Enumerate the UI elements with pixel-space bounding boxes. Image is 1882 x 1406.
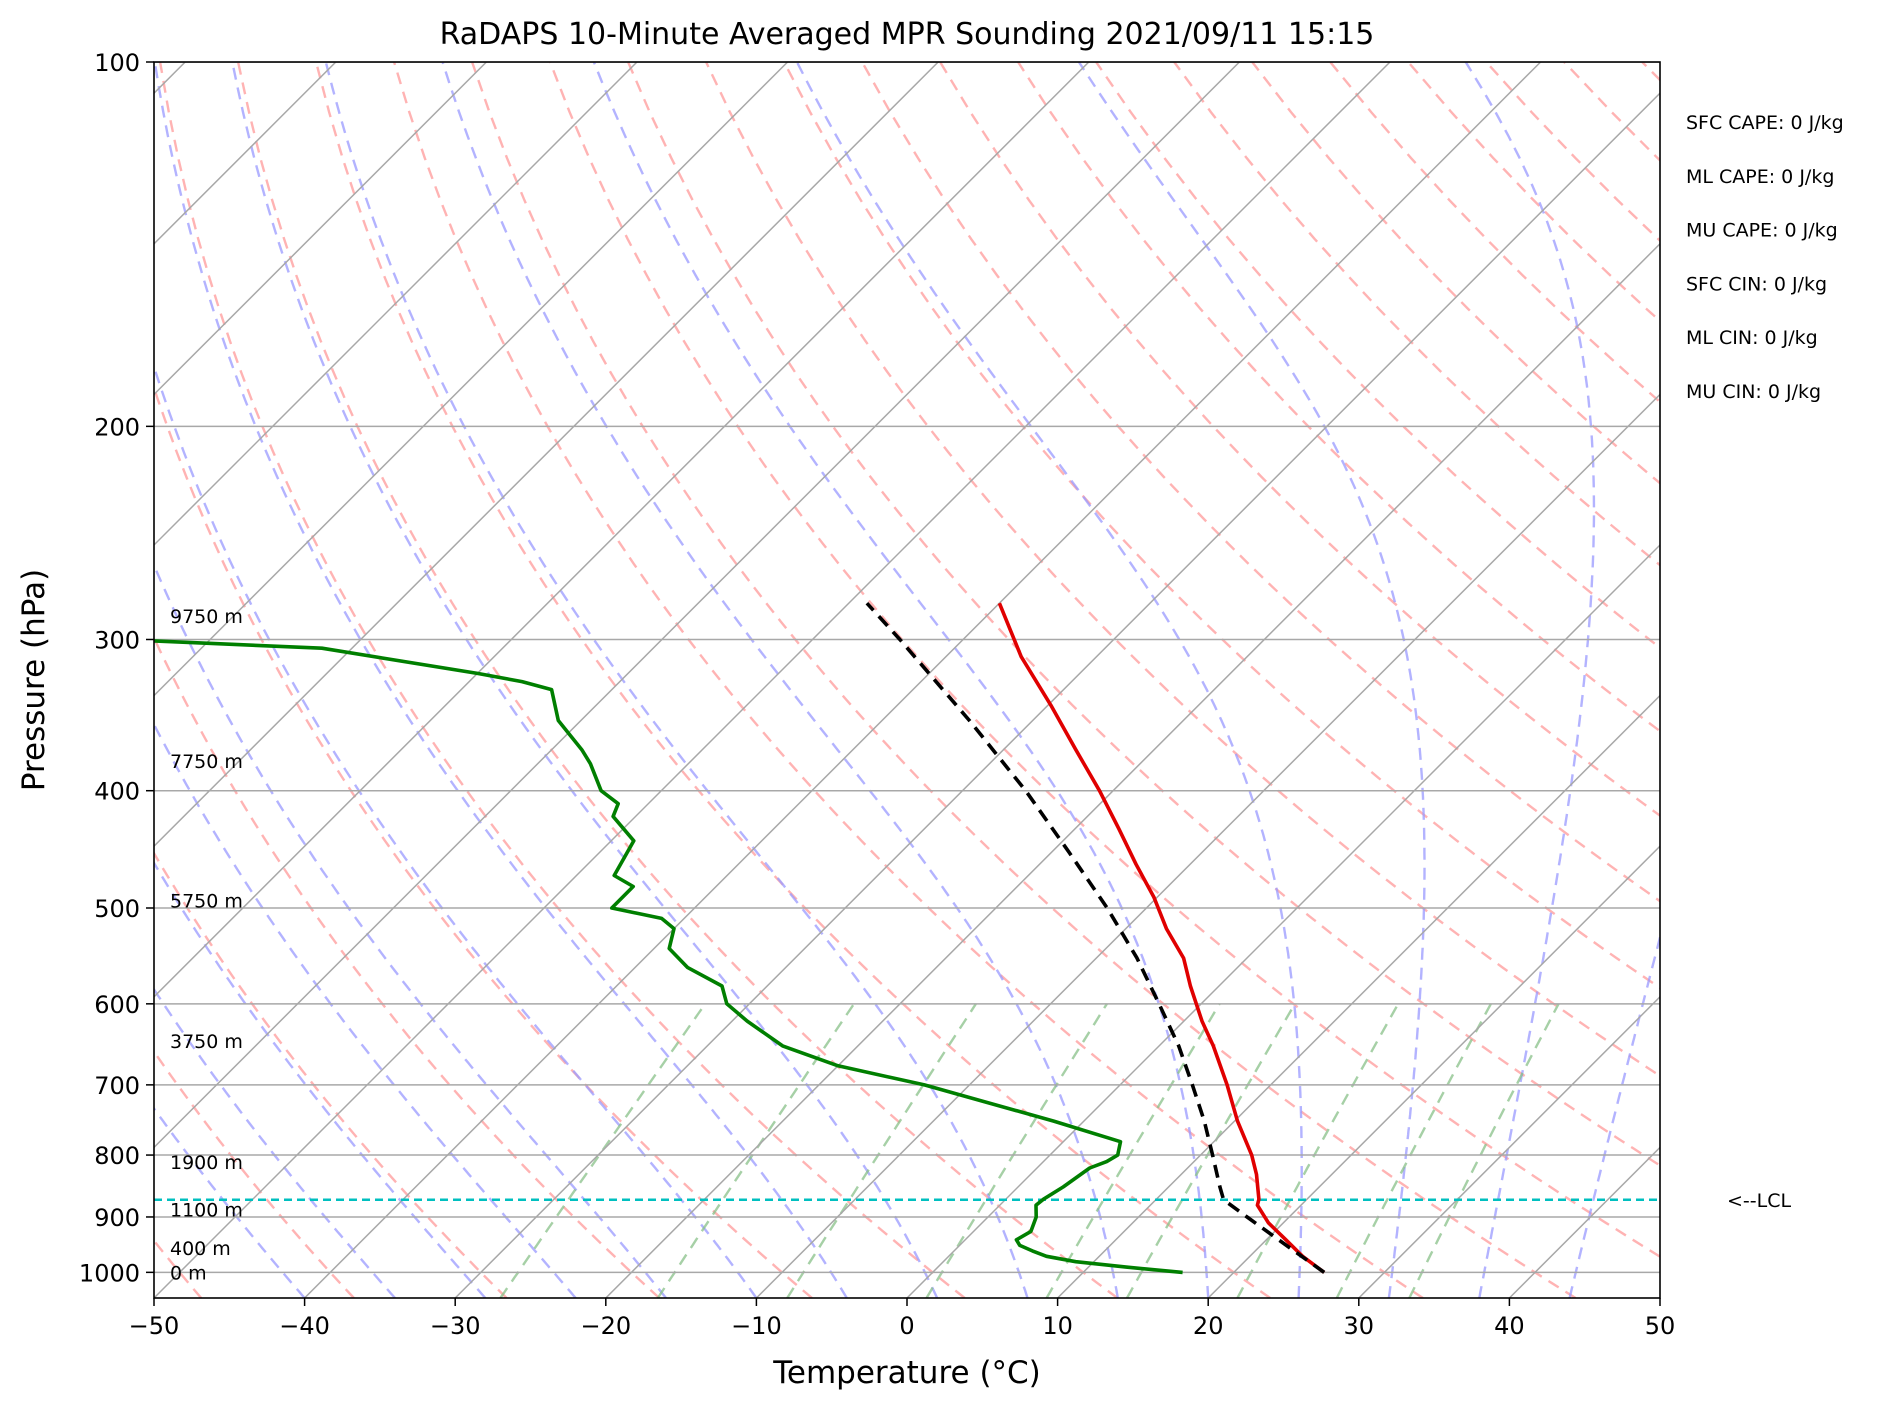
x-tick-label: 50 <box>1645 1312 1676 1340</box>
dry-adiabat <box>939 62 1660 818</box>
dry-adiabat <box>548 62 1660 1259</box>
y-tick-label: 800 <box>94 1142 140 1170</box>
dry-adiabat <box>154 635 661 1298</box>
dry-adiabat <box>314 62 1271 1298</box>
isotherm-line <box>304 62 1542 1298</box>
x-axis-label: Temperature (°C) <box>772 1355 1041 1391</box>
x-tick-label: 20 <box>1193 1312 1224 1340</box>
parcel-profile-line <box>865 601 1326 1274</box>
height-label: 7750 m <box>170 751 243 773</box>
mixing-ratio-line <box>1335 1003 1492 1298</box>
dry-adiabat <box>236 62 1119 1298</box>
dry-adiabat <box>861 62 1660 903</box>
isotherm-line <box>154 62 487 396</box>
moist-adiabat <box>154 1106 306 1298</box>
grid-lines <box>154 62 1660 1298</box>
temperature-profile-line <box>997 602 1326 1274</box>
stability-index-text: ML CAPE: 0 J/kg <box>1686 166 1834 188</box>
dry-adiabat <box>626 62 1660 1167</box>
mixing-ratio-line <box>1236 1003 1400 1298</box>
x-tick-label: 0 <box>899 1312 914 1340</box>
mixing-ratio-line <box>499 1003 707 1298</box>
x-tick-label: −50 <box>129 1312 180 1340</box>
lcl-label: <--LCL <box>1727 1190 1791 1212</box>
x-axis-ticks: −50 −40 −30 −20 −10 0 10 20 30 40 50 <box>129 1298 1676 1340</box>
y-tick-label: 700 <box>94 1072 140 1100</box>
height-label: 3750 m <box>170 1031 243 1053</box>
isotherm-line <box>1207 845 1660 1298</box>
height-label: 5750 m <box>170 891 243 913</box>
mixing-ratio-line <box>786 1003 977 1298</box>
moist-adiabat <box>154 62 848 1298</box>
stability-annotations: SFC CAPE: 0 J/kg ML CAPE: 0 J/kg MU CAPE: … <box>1686 112 1844 403</box>
isotherm-line <box>154 62 789 697</box>
dry-adiabat <box>1095 62 1660 650</box>
x-tick-label: −40 <box>279 1312 330 1340</box>
y-axis-label: Pressure (hPa) <box>16 569 52 791</box>
stability-index-text: MU CIN: 0 J/kg <box>1686 381 1821 403</box>
isotherm-line <box>154 62 1090 998</box>
y-axis-ticks: 1000 900 800 700 600 500 400 300 200 100 <box>79 49 154 1287</box>
y-tick-label: 100 <box>94 49 140 77</box>
isotherm-line <box>906 543 1660 1298</box>
reference-lines <box>154 62 1660 1298</box>
isotherm-line <box>755 393 1660 1298</box>
moist-adiabat <box>154 860 487 1298</box>
x-tick-label: 10 <box>1042 1312 1073 1340</box>
height-label: 400 m <box>170 1238 231 1260</box>
x-tick-label: −10 <box>731 1312 782 1340</box>
mixing-ratio-line <box>925 1003 1108 1298</box>
moist-adiabat <box>441 62 1119 1298</box>
y-tick-label: 400 <box>94 778 140 806</box>
isotherm-line <box>1358 995 1660 1298</box>
moist-adiabat <box>154 562 667 1298</box>
stability-index-text: ML CIN: 0 J/kg <box>1686 327 1818 349</box>
moist-adiabat <box>324 62 1029 1298</box>
mixing-ratio-line <box>656 1003 855 1298</box>
dry-adiabat <box>1017 62 1660 733</box>
dry-adiabat <box>470 62 1577 1298</box>
y-tick-label: 200 <box>94 413 140 441</box>
moist-adiabat <box>1568 932 1660 1298</box>
dry-adiabat <box>783 62 1660 990</box>
moist-adiabat <box>1464 62 1596 1298</box>
moist-adiabat <box>592 62 1210 1298</box>
moist-adiabat <box>795 62 1303 1298</box>
moist-adiabat <box>154 721 577 1298</box>
mixing-ratio-line <box>1125 1003 1296 1298</box>
series-group <box>154 601 1326 1275</box>
height-label: 1900 m <box>170 1152 243 1174</box>
x-tick-label: −30 <box>430 1312 481 1340</box>
isotherm-line <box>1057 694 1660 1298</box>
isotherm-line <box>154 62 638 547</box>
y-tick-label: 500 <box>94 895 140 923</box>
stability-index-text: MU CAPE: 0 J/kg <box>1686 220 1838 242</box>
y-tick-label: 300 <box>94 626 140 654</box>
mixing-ratio-line <box>1408 1003 1560 1298</box>
y-tick-label: 1000 <box>79 1259 140 1287</box>
stability-index-text: SFC CAPE: 0 J/kg <box>1686 112 1844 134</box>
chart-title: RaDAPS 10-Minute Averaged MPR Sounding 2… <box>440 17 1375 52</box>
height-label: 9750 m <box>170 606 243 628</box>
moist-adiabat <box>1077 62 1426 1298</box>
height-label: 1100 m <box>170 1199 243 1221</box>
dry-adiabat <box>392 62 1424 1298</box>
x-tick-label: 40 <box>1494 1312 1525 1340</box>
x-tick-label: −20 <box>580 1312 631 1340</box>
x-tick-label: 30 <box>1344 1312 1375 1340</box>
isotherm-line <box>454 92 1660 1298</box>
isotherm-line <box>605 242 1660 1298</box>
isotherm-line <box>154 62 939 848</box>
isotherm-line <box>154 62 1240 1149</box>
isotherm-line <box>154 62 1391 1298</box>
dewpoint-profile-line <box>154 639 1183 1275</box>
moist-adiabat <box>231 62 939 1298</box>
stability-index-text: SFC CIN: 0 J/kg <box>1686 273 1827 295</box>
y-tick-label: 600 <box>94 991 140 1019</box>
y-tick-label: 900 <box>94 1204 140 1232</box>
height-label: 0 m <box>170 1262 207 1284</box>
